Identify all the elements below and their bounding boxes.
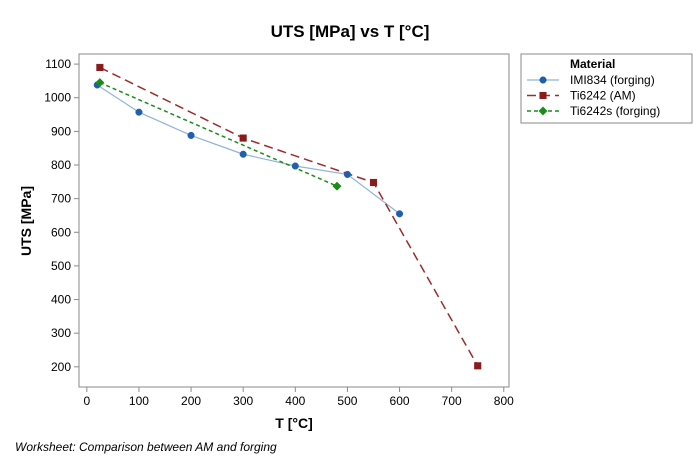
x-tick-label: 300 [233,394,253,408]
y-tick-label: 200 [51,360,71,374]
y-tick-label: 600 [51,225,71,239]
data-point-imi834-forging [395,210,404,218]
series-line-ti6242s-forging [99,81,338,187]
y-tick-label: 900 [51,124,71,138]
legend-label-imi834-forging: IMI834 (forging) [570,73,655,87]
y-tick-label: 800 [51,158,71,172]
x-tick-label: 600 [390,394,410,408]
series-line-ti6242-am [99,66,479,367]
chart-title: UTS [MPa] vs T [°C] [271,22,430,41]
x-tick-label: 0 [83,394,90,408]
data-point-imi834-forging [187,131,195,139]
x-tick-label: 400 [285,394,305,408]
legend-label-ti6242s-forging: Ti6242s (forging) [570,104,660,118]
worksheet-footnote: Worksheet: Comparison between AM and for… [15,440,277,454]
data-point-ti6242-am [369,178,378,187]
data-point-ti6242-am [96,63,104,72]
legend-label-ti6242-am: Ti6242 (AM) [570,89,636,103]
data-point-imi834-forging [239,150,247,158]
data-point-ti6242s-forging [332,181,342,191]
data-point-ti6242-am [239,134,247,142]
x-tick-label: 500 [337,394,357,408]
x-tick-label: 100 [129,394,149,408]
x-tick-label: 800 [494,394,514,408]
legend-marker-ti6242s-forging [538,106,548,116]
y-axis-label: UTS [MPa] [18,186,34,256]
legend-marker-ti6242-am [539,91,547,100]
y-tick-label: 1100 [45,57,71,71]
legend: Material IMI834 (forging) Ti6242 (AM)Ti62… [520,53,693,124]
y-tick-label: 1000 [44,91,71,105]
y-tick-label: 700 [51,192,71,206]
data-point-imi834-forging [343,170,351,178]
y-tick-label: 400 [51,293,71,307]
legend-title: Material [570,57,615,71]
x-axis-label: T [°C] [275,415,312,431]
x-tick-label: 200 [181,394,201,408]
y-tick-label: 300 [51,326,71,340]
data-point-ti6242s-forging [95,78,105,88]
data-point-imi834-forging [135,108,143,116]
plot-area [78,53,510,388]
data-point-ti6242-am [474,362,482,370]
x-tick-label: 700 [442,394,462,408]
y-tick-label: 500 [51,259,71,273]
data-point-imi834-forging [291,162,299,170]
legend-marker-imi834-forging [539,76,547,84]
